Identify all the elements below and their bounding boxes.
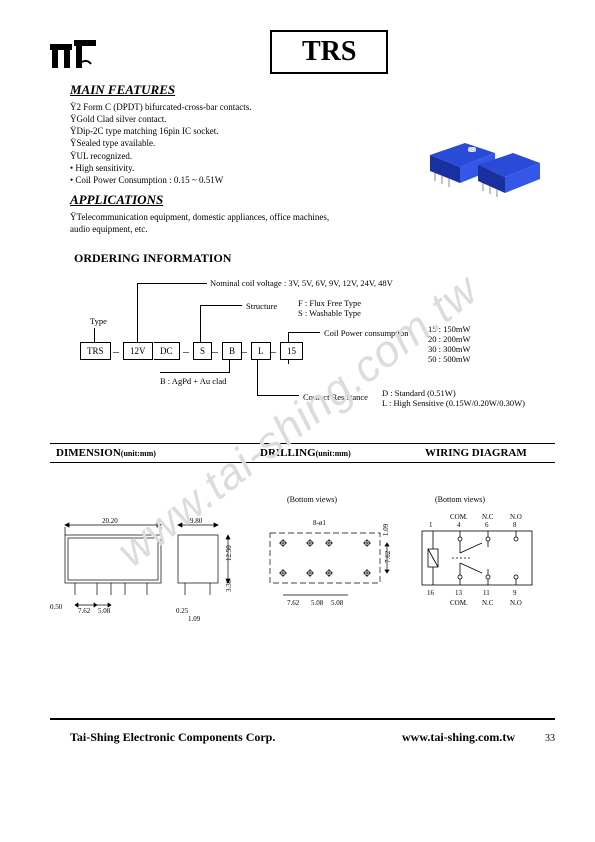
- svg-text:9.80: 9.80: [190, 517, 203, 525]
- svg-text:11: 11: [483, 589, 490, 597]
- dash: –: [183, 344, 189, 359]
- svg-text:9: 9: [513, 589, 517, 597]
- ord-box-b: B: [222, 342, 242, 360]
- svg-text:N.O: N.O: [510, 513, 522, 521]
- b-note: B : AgPd + Au clad: [160, 376, 226, 386]
- svg-text:5.08: 5.08: [331, 599, 344, 607]
- dash: –: [212, 344, 218, 359]
- drilling-title: DRILLING: [260, 447, 316, 459]
- svg-text:COM.: COM.: [450, 599, 468, 607]
- svg-text:1.09: 1.09: [188, 615, 201, 623]
- ordering-diagram: Type TRS – 12V DC – S – B – L – 15 Nomin…: [60, 280, 555, 435]
- contact-opts: D : Standard (0.51W) L : High Sensitive …: [382, 388, 525, 408]
- svg-text:N.C: N.C: [482, 599, 494, 607]
- ord-box-trs: TRS: [80, 342, 111, 360]
- company-logo: [50, 40, 100, 74]
- svg-text:8-ø1: 8-ø1: [313, 519, 326, 527]
- svg-text:5.08: 5.08: [98, 607, 111, 615]
- ord-box-dc: DC: [154, 342, 180, 360]
- svg-text:12.50: 12.50: [225, 545, 233, 561]
- svg-text:7.62: 7.62: [287, 599, 300, 607]
- applications-text: ŸTelecommunication equipment, domestic a…: [70, 211, 555, 235]
- feature-item: Ÿ2 Form C (DPDT) bifurcated-cross-bar co…: [70, 101, 555, 113]
- svg-text:6: 6: [485, 521, 489, 529]
- ordering-heading: ORDERING INFORMATION: [74, 251, 555, 266]
- coil-power-label: Coil Power consumption: [324, 328, 409, 338]
- svg-text:1: 1: [429, 521, 433, 529]
- svg-text:3.30: 3.30: [225, 580, 233, 593]
- dimension-drawing: 20.20 7.62 5.08 0.50 9.80 12.50 3.30 0.2…: [50, 513, 245, 638]
- bottom-views-label: (Bottom views): [287, 495, 337, 504]
- svg-text:N.O: N.O: [510, 599, 522, 607]
- svg-text:5.08: 5.08: [311, 599, 324, 607]
- ord-box-12v: 12V: [123, 342, 153, 360]
- svg-text:7.62: 7.62: [384, 551, 392, 564]
- structure-opts: F : Flux Free Type S : Washable Type: [298, 298, 361, 318]
- svg-text:COM.: COM.: [450, 513, 468, 521]
- product-title: TRS: [270, 30, 388, 74]
- unit-label: (unit:mm): [121, 449, 156, 458]
- svg-text:1.09: 1.09: [382, 524, 390, 537]
- product-photo: [420, 125, 540, 200]
- ord-box-s: S: [193, 342, 212, 360]
- ord-box-l: L: [251, 342, 271, 360]
- feature-item: ŸGold Clad silver contact.: [70, 113, 555, 125]
- dash: –: [270, 344, 276, 359]
- svg-text:N.C: N.C: [482, 513, 494, 521]
- bottom-views-label: (Bottom views): [435, 495, 485, 504]
- structure-label: Structure: [246, 301, 277, 311]
- footer: Tai-Shing Electronic Components Corp. ww…: [50, 718, 555, 745]
- header-row: TRS: [50, 30, 555, 74]
- dimension-header-row: DIMENSION(unit:mm) DRILLING(unit:mm) WIR…: [50, 443, 555, 463]
- svg-text:13: 13: [455, 589, 463, 597]
- svg-text:16: 16: [427, 589, 435, 597]
- svg-text:0.50: 0.50: [50, 603, 63, 611]
- footer-corp: Tai-Shing Electronic Components Corp.: [50, 730, 402, 745]
- type-label: Type: [90, 316, 107, 326]
- svg-text:7.62: 7.62: [78, 607, 91, 615]
- svg-text:0.25: 0.25: [176, 607, 189, 615]
- coil-opts: 15 : 150mW 20 : 200mW 30 : 300mW 50 : 50…: [428, 324, 471, 364]
- main-features-heading: MAIN FEATURES: [70, 82, 555, 98]
- svg-text:20.20: 20.20: [102, 517, 118, 525]
- wiring-diagram: 1 4 6 8 16 13 11 9 COM. N.C N.O COM. N.C…: [410, 513, 545, 628]
- ord-box-15: 15: [280, 342, 303, 360]
- dash: –: [113, 344, 119, 359]
- wiring-title: WIRING DIAGRAM: [425, 447, 527, 459]
- page-number: 33: [545, 733, 555, 744]
- dash: –: [241, 344, 247, 359]
- svg-text:4: 4: [457, 521, 461, 529]
- footer-url: www.tai-shing.com.tw: [402, 730, 515, 745]
- dimension-title: DIMENSION: [56, 447, 121, 459]
- svg-text:8: 8: [513, 521, 517, 529]
- drilling-drawing: 8-ø1 7.62 7.62 5.08 5.08 1.09: [255, 513, 395, 638]
- unit-label: (unit:mm): [316, 449, 351, 458]
- contact-res-label: Contact Resistance: [303, 392, 368, 402]
- nominal-label: Nominal coil voltage : 3V, 5V, 6V, 9V, 1…: [210, 278, 393, 288]
- diagrams-area: (Bottom views) (Bottom views) 20.20 7.62…: [50, 513, 555, 683]
